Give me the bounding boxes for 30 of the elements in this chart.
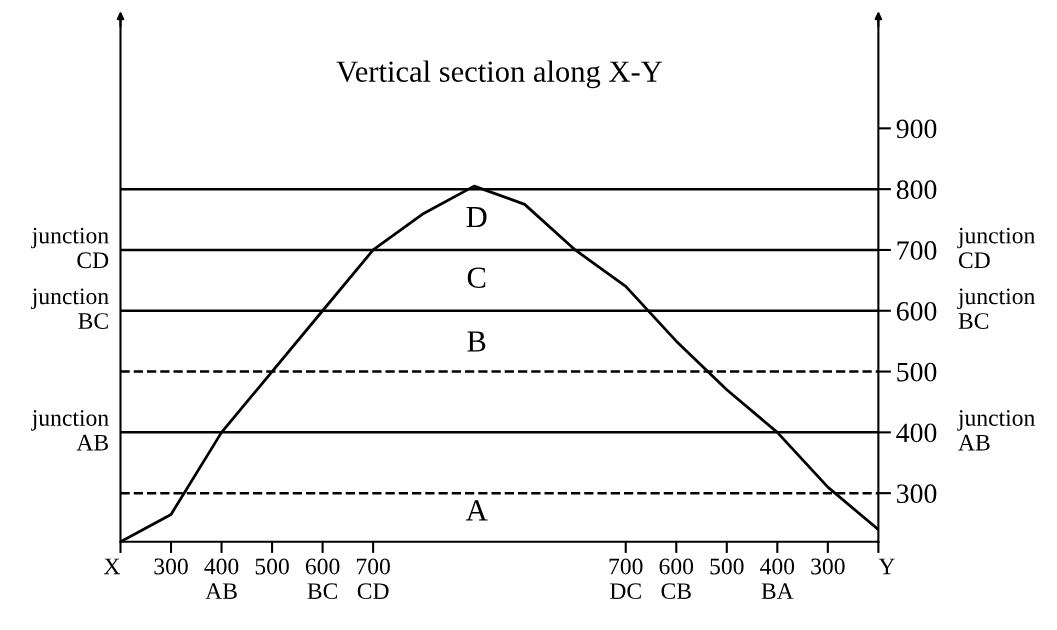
- x-tick-label: 700 CD: [356, 558, 390, 600]
- x-tick-label: Y: [878, 558, 895, 575]
- text: Vertical section along X-Y: [336, 60, 662, 89]
- annotation: A: [465, 500, 488, 521]
- x-tick-label: 400 AB: [204, 558, 239, 599]
- y-tick-label: 700: [897, 241, 937, 260]
- annotation: D: [466, 207, 487, 228]
- annotation: B: [467, 331, 486, 352]
- x-tick-label: 500: [255, 558, 289, 575]
- y-tick-label: 900: [896, 119, 937, 139]
- x-tick-label: 700 DC: [609, 558, 643, 600]
- x-tick-label: 400 BA: [760, 558, 795, 599]
- x-tick-label: 300: [154, 558, 188, 575]
- y-tick-label: 500: [897, 362, 937, 382]
- x-tick-label: 600 BC: [305, 558, 340, 600]
- x-tick-label: 300: [811, 558, 845, 575]
- text: junction BC: [957, 288, 1035, 330]
- text: junction CD: [957, 227, 1035, 269]
- x-tick-label: 500: [710, 558, 744, 575]
- text: junction AB: [957, 410, 1035, 451]
- x-tick-label: X: [103, 558, 121, 575]
- ref-line-label: junction BC: [31, 288, 109, 330]
- y-tick-label: 600: [896, 301, 937, 321]
- y-tick-label: 300: [897, 484, 937, 504]
- annotation: C: [467, 267, 486, 288]
- x-tick-label: 600 CB: [659, 558, 694, 600]
- y-tick-label: 400: [896, 423, 937, 443]
- ref-line-label: junction CD: [31, 227, 109, 269]
- ref-line-label: junction AB: [31, 410, 109, 451]
- y-tick-label: 800: [896, 180, 937, 200]
